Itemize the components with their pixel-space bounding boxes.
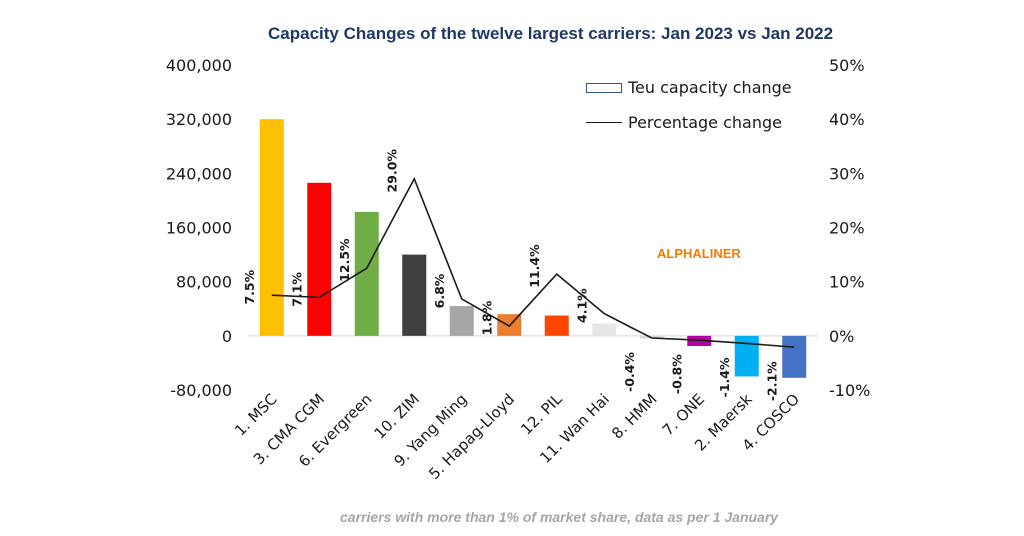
category-label: 5. Hapag-Lloyd — [425, 390, 518, 483]
right-axis-tick-label: 20% — [829, 219, 865, 238]
right-axis-tick-label: 40% — [829, 110, 865, 129]
percentage-label: -0.8% — [670, 354, 685, 394]
left-axis-tick-label: 400,000 — [166, 56, 232, 75]
percentage-label: 12.5% — [337, 238, 352, 282]
percentage-line — [271, 176, 795, 349]
bar-11 — [734, 335, 759, 377]
percentage-label: -0.4% — [622, 352, 637, 392]
legend-label-teu: Teu capacity change — [628, 78, 792, 97]
legend-item-percentage: Percentage change — [586, 113, 782, 132]
bar-1 — [259, 119, 284, 336]
bar-5 — [449, 306, 474, 336]
bar-4 — [402, 254, 427, 336]
percentage-label: 7.5% — [242, 269, 257, 304]
percentage-label: -2.1% — [765, 361, 780, 401]
percentage-label: -1.4% — [717, 357, 732, 397]
left-axis-tick-label: 0 — [222, 327, 232, 346]
legend-label-percentage: Percentage change — [628, 113, 782, 132]
percentage-label: 6.8% — [432, 273, 447, 308]
category-label: 8. HMM — [608, 390, 661, 443]
bar-12 — [782, 335, 807, 378]
percentage-label: 1.8% — [480, 300, 495, 335]
percentage-label: 4.1% — [575, 288, 590, 323]
left-axis-tick-label: 80,000 — [176, 273, 232, 292]
chart-title: Capacity Changes of the twelve largest c… — [268, 24, 834, 43]
left-axis-tick-label: 240,000 — [166, 164, 232, 183]
percentage-label: 7.1% — [290, 272, 305, 307]
legend-item-teu: Teu capacity change — [586, 78, 792, 97]
left-axis-tick-label: -80,000 — [170, 381, 232, 400]
percentage-label: 11.4% — [527, 244, 542, 288]
right-axis-tick-label: -10% — [829, 381, 870, 400]
legend-swatch-line — [586, 122, 622, 123]
bar-8 — [592, 323, 617, 336]
alphaliner-watermark: ALPHALINER — [657, 246, 741, 261]
legend-swatch-bar — [586, 82, 622, 93]
percentage-label: 29.0% — [385, 149, 400, 193]
left-axis-tick-label: 320,000 — [166, 110, 232, 129]
chart-footnote: carriers with more than 1% of market sha… — [340, 509, 779, 525]
right-axis-tick-label: 10% — [829, 273, 865, 292]
right-axis-tick-label: 30% — [829, 164, 865, 183]
right-axis-tick-label: 0% — [829, 327, 854, 346]
bar-7 — [544, 315, 569, 336]
left-axis-tick-label: 160,000 — [166, 219, 232, 238]
right-axis-tick-label: 50% — [829, 56, 865, 75]
bar-2 — [307, 182, 332, 336]
